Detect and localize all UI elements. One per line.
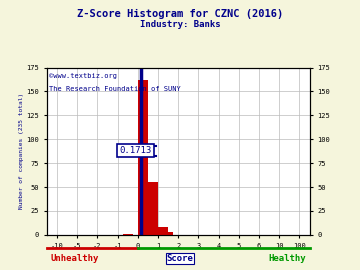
Text: The Research Foundation of SUNY: The Research Foundation of SUNY bbox=[49, 86, 181, 92]
Text: Unhealthy: Unhealthy bbox=[50, 254, 99, 263]
Text: 0.1713: 0.1713 bbox=[119, 146, 151, 155]
Bar bbox=[148, 182, 158, 235]
Bar bbox=[163, 232, 173, 235]
Y-axis label: Number of companies (235 total): Number of companies (235 total) bbox=[19, 93, 24, 209]
Text: Score: Score bbox=[167, 254, 193, 263]
Text: Industry: Banks: Industry: Banks bbox=[140, 20, 220, 29]
Text: Healthy: Healthy bbox=[268, 254, 306, 263]
Text: ©www.textbiz.org: ©www.textbiz.org bbox=[49, 73, 117, 79]
Bar bbox=[158, 227, 168, 235]
Text: Z-Score Histogram for CZNC (2016): Z-Score Histogram for CZNC (2016) bbox=[77, 9, 283, 19]
Bar bbox=[138, 80, 148, 235]
Bar bbox=[123, 234, 133, 235]
